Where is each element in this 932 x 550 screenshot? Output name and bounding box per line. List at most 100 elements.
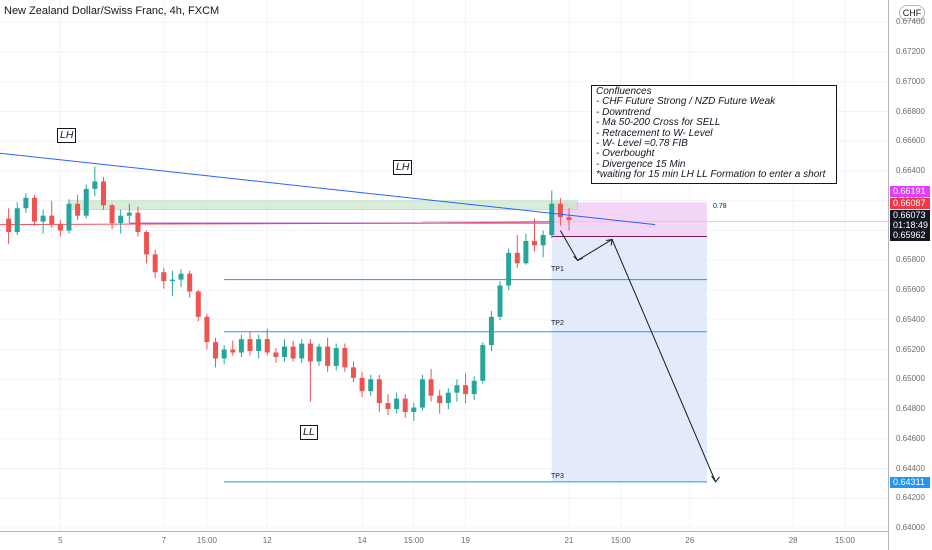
- confluences-line: - Retracement to W- Level: [596, 127, 713, 139]
- candle-body: [238, 339, 244, 353]
- x-tick-label: 15:00: [403, 536, 424, 545]
- y-tick-label: 0.66600: [896, 136, 925, 146]
- confluences-line: - Downtrend: [596, 106, 651, 118]
- x-tick-label: 12: [262, 536, 272, 545]
- candle-body: [325, 346, 331, 366]
- price-tag-tp3: 0.64311: [890, 477, 930, 488]
- arrowhead: [606, 238, 613, 246]
- tp2-label: TP2: [551, 320, 564, 327]
- candle-body: [57, 224, 63, 231]
- y-tick-label: 0.64400: [896, 463, 925, 473]
- y-tick-label: 0.65200: [896, 344, 925, 354]
- candle-body: [187, 273, 193, 292]
- price-tag-magenta: 0.66191: [890, 186, 930, 197]
- candle-body: [497, 285, 503, 317]
- trendline: [0, 152, 656, 226]
- candle-body: [247, 339, 253, 352]
- candle-body: [394, 398, 400, 410]
- x-tick-label: 21: [564, 536, 574, 545]
- candle-body: [402, 398, 408, 413]
- reward-zone: [551, 236, 707, 482]
- candle-body: [333, 348, 339, 366]
- candle-body: [40, 215, 46, 222]
- y-tick-label: 0.64800: [896, 404, 925, 414]
- candle-body: [273, 352, 279, 357]
- candle-body: [411, 407, 417, 413]
- candle-body: [506, 252, 512, 286]
- candle-body: [299, 343, 305, 359]
- y-tick-label: 0.65600: [896, 285, 925, 295]
- candle-body: [49, 215, 55, 225]
- y-tick-label: 0.66800: [896, 106, 925, 116]
- y-tick-label: 0.67200: [896, 47, 925, 57]
- candle-body: [359, 377, 365, 392]
- lh-label-left: LH: [57, 128, 77, 143]
- currency-button[interactable]: CHF: [899, 5, 925, 21]
- x-tick-label: 7: [161, 536, 167, 545]
- candle-body: [178, 273, 184, 280]
- tp3-label: TP3: [551, 473, 564, 480]
- arrowhead: [573, 255, 583, 261]
- x-tick-label: 28: [788, 536, 798, 545]
- y-tick-label: 0.65000: [896, 374, 925, 384]
- candle-body: [135, 212, 141, 233]
- candle-body: [549, 203, 555, 236]
- candle-body: [290, 346, 296, 359]
- candle-body: [100, 181, 106, 206]
- x-tick-label: 15:00: [196, 536, 217, 545]
- y-tick-label: 0.64600: [896, 433, 925, 443]
- projected-path: [559, 230, 717, 483]
- resistance-zone: [68, 200, 578, 210]
- candle-body: [221, 349, 227, 359]
- candle-body: [376, 379, 382, 404]
- candle-body: [385, 403, 391, 410]
- candle-body: [445, 392, 451, 404]
- candle-body: [316, 346, 322, 362]
- candle-body: [428, 379, 434, 396]
- candle-body: [204, 316, 210, 343]
- candle-body: [161, 272, 167, 282]
- candle-body: [454, 385, 460, 393]
- x-tick-label: 14: [357, 536, 367, 545]
- x-tick-label: 5: [58, 536, 63, 545]
- candle-body: [437, 395, 443, 404]
- candle-body: [126, 212, 132, 216]
- candle-body: [109, 205, 115, 224]
- candle-body: [419, 379, 425, 408]
- fib-label: 0.78: [713, 203, 727, 210]
- candle-body: [75, 203, 81, 216]
- candle-body: [282, 346, 288, 357]
- confluences-line: - CHF Future Strong / NZD Future Weak: [596, 96, 776, 108]
- confluences-line: - Ma 50-200 Cross for SELL: [596, 117, 721, 129]
- x-tick-label: 26: [685, 536, 695, 545]
- candle-body: [532, 240, 538, 246]
- candle-body: [480, 345, 486, 381]
- candle-body: [31, 197, 37, 222]
- candle-body: [342, 348, 348, 368]
- x-tick-label: 19: [461, 536, 470, 545]
- confluences-note: Confluences - CHF Future Strong / NZD Fu…: [591, 85, 837, 184]
- candle-body: [169, 279, 175, 282]
- candle-body: [144, 232, 150, 255]
- candle-body: [256, 339, 262, 352]
- tp1-label: TP1: [551, 266, 564, 273]
- candle-body: [307, 343, 313, 362]
- candle-body: [213, 342, 219, 359]
- confluences-line: - Overbought: [596, 148, 655, 160]
- candle-body: [92, 181, 98, 189]
- candle-body: [66, 203, 72, 231]
- confluences-line: - W- Level =0.78 FIB: [596, 138, 688, 150]
- candle-body: [195, 291, 201, 317]
- candle-body: [523, 240, 529, 264]
- y-tick-label: 0.65800: [896, 255, 925, 265]
- candle-body: [264, 339, 270, 353]
- candle-body: [514, 252, 520, 264]
- chart-title: New Zealand Dollar/Swiss Franc, 4h, FXCM: [4, 5, 220, 17]
- x-tick-label: 15:00: [610, 536, 631, 545]
- candle-body: [152, 254, 158, 273]
- confluences-line: - Divergence 15 Min: [596, 158, 686, 170]
- y-tick-label: 0.65400: [896, 314, 925, 324]
- lh-label-right: LH: [393, 160, 413, 175]
- candle-body: [471, 380, 477, 395]
